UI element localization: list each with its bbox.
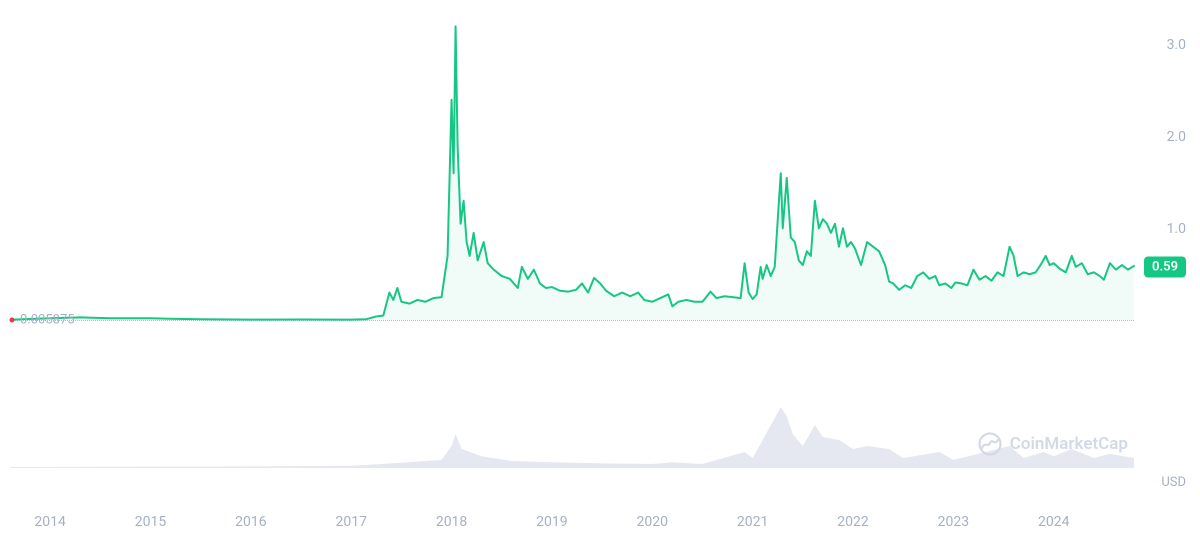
baseline-dotted [10, 320, 1134, 321]
x-tick: 2014 [34, 514, 65, 530]
price-line [12, 26, 1134, 319]
plot-area[interactable] [10, 8, 1134, 468]
x-tick: 2019 [536, 514, 567, 530]
y-tick: 2.0 [1167, 129, 1186, 145]
y-tick: 3.0 [1167, 37, 1186, 53]
price-area [12, 26, 1134, 320]
x-tick: 2018 [436, 514, 467, 530]
coinmarketcap-icon [978, 432, 1002, 456]
x-tick: 2015 [135, 514, 166, 530]
y-axis-currency: USD [1161, 475, 1186, 490]
volume-area [12, 407, 1134, 467]
y-tick: 1.0 [1167, 221, 1186, 237]
x-tick: 2016 [235, 514, 266, 530]
x-tick: 2020 [637, 514, 668, 530]
chart-svg [10, 8, 1134, 467]
watermark: CoinMarketCap [978, 432, 1128, 456]
x-tick: 2017 [335, 514, 366, 530]
start-price-dot [10, 318, 15, 323]
x-tick: 2022 [837, 514, 868, 530]
current-price-pill: 0.59 [1144, 256, 1186, 277]
x-tick: 2021 [737, 514, 768, 530]
watermark-text: CoinMarketCap [1010, 434, 1128, 454]
price-chart[interactable]: 1.0 2.0 3.0 2014 2015 2016 2017 2018 2019 2020 20… [0, 0, 1200, 536]
x-tick: 2024 [1038, 514, 1069, 530]
x-tick: 2023 [938, 514, 969, 530]
start-price-label: 0.005875 [20, 313, 75, 328]
